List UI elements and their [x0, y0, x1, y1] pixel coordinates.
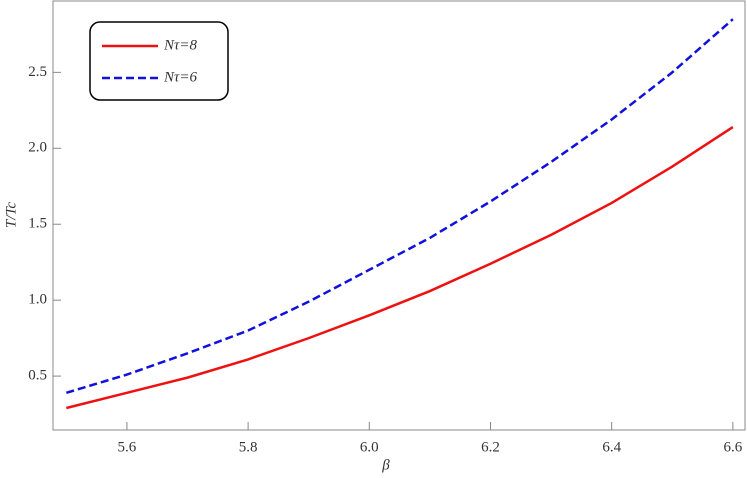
y-tick-label: 0.5 [28, 368, 47, 384]
y-tick-label: 1.0 [28, 292, 47, 308]
x-tick-label: 5.6 [118, 439, 137, 455]
x-tick-label: 6.0 [360, 439, 379, 455]
legend-label: Nτ=6 [163, 69, 197, 85]
y-tick-label: 2.5 [28, 64, 47, 80]
legend-box [89, 21, 229, 101]
x-tick-label: 6.4 [602, 439, 621, 455]
x-tick-label: 6.6 [724, 439, 743, 455]
series-line [65, 18, 734, 394]
plot-frame [52, 0, 746, 431]
x-tick-label: 6.2 [481, 439, 500, 455]
y-axis-label: T/Tc [3, 202, 19, 228]
x-axis-label: β [381, 457, 390, 473]
series-line [66, 125, 734, 410]
x-tick-label: 5.8 [239, 439, 258, 455]
y-tick-label: 2.0 [28, 140, 47, 156]
legend-label: Nτ=8 [163, 37, 197, 53]
y-tick-label: 1.5 [28, 216, 47, 232]
